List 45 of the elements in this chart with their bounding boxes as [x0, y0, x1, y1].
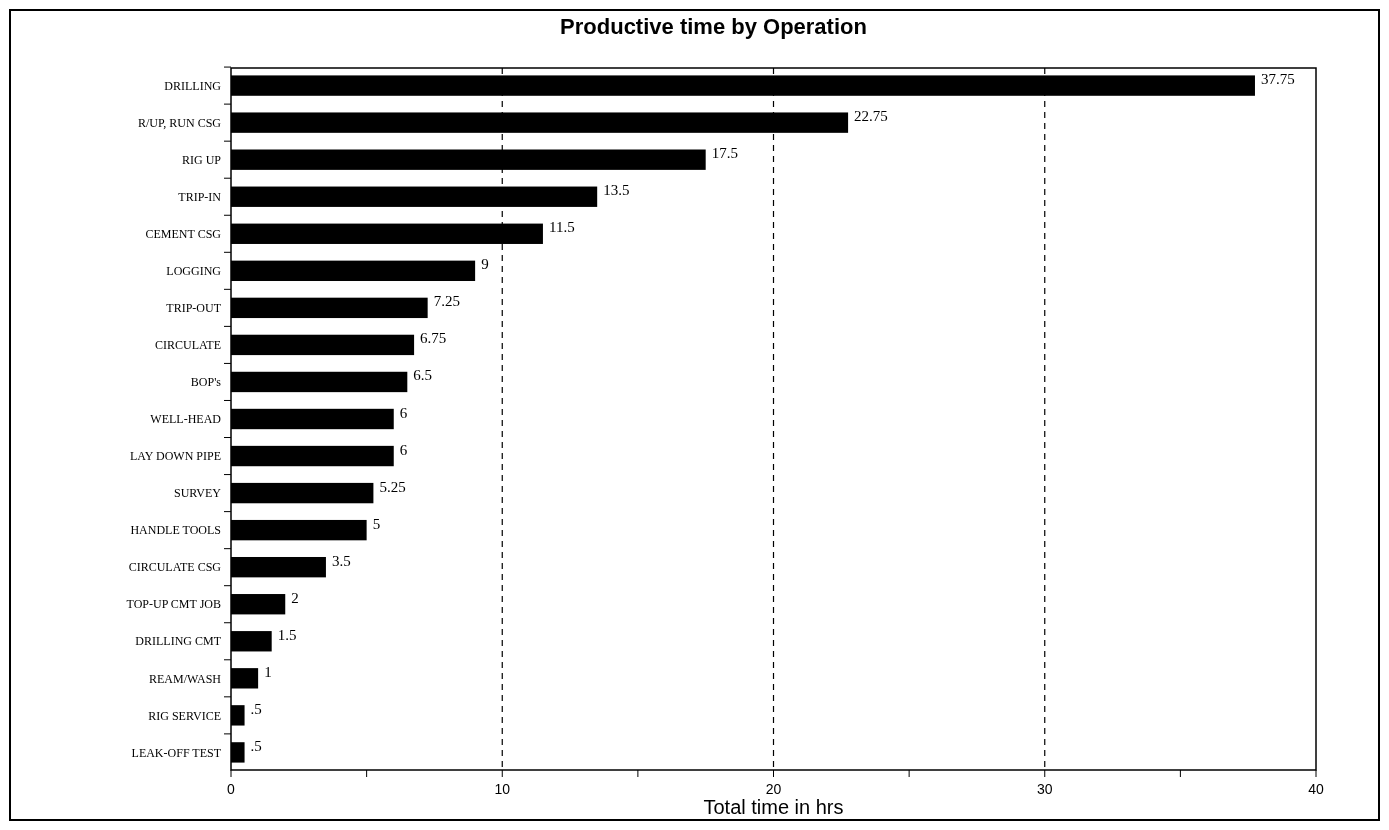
x-axis-title: Total time in hrs — [703, 796, 844, 818]
y-tick-label: TRIP-OUT — [166, 301, 222, 316]
data-label: 2 — [291, 589, 299, 606]
data-label: 1.5 — [277, 626, 297, 643]
y-tick-label: DRILLING — [164, 78, 222, 93]
data-label: 17.5 — [711, 145, 738, 162]
y-tick-label: CIRCULATE — [155, 338, 221, 353]
y-tick-label: RIG SERVICE — [148, 708, 221, 723]
data-label: 6.5 — [413, 367, 433, 384]
data-label: 6 — [399, 441, 408, 458]
chart-title: Productive time by Operation — [560, 14, 867, 39]
data-label: 3.5 — [331, 552, 351, 569]
data-label: .5 — [250, 700, 262, 717]
y-tick-label: TOP-UP CMT JOB — [126, 597, 221, 612]
data-label: 7.25 — [433, 293, 460, 310]
data-label: 6 — [399, 404, 408, 421]
x-tick-label: 40 — [1308, 781, 1324, 797]
data-label: 5 — [372, 515, 381, 532]
y-tick-label: REAM/WASH — [148, 671, 222, 686]
x-tick-label: 20 — [765, 781, 782, 797]
data-label: 22.75 — [854, 108, 888, 125]
data-label: 11.5 — [548, 219, 575, 236]
y-tick-label: LAY DOWN PIPE — [129, 449, 221, 464]
y-tick-label: CEMENT CSG — [145, 226, 222, 241]
x-tick-label: 10 — [494, 781, 511, 797]
y-tick-label: CIRCULATE CSG — [128, 560, 222, 575]
x-tick-label: 0 — [227, 781, 236, 797]
y-tick-label: TRIP-IN — [178, 189, 222, 204]
data-label: 37.75 — [1260, 71, 1295, 88]
data-label: .5 — [250, 737, 262, 754]
y-tick-label: DRILLING CMT — [135, 634, 222, 649]
y-tick-label: HANDLE TOOLS — [130, 523, 221, 538]
y-tick-label: RIG UP — [181, 152, 222, 167]
y-tick-label: LEAK-OFF TEST — [131, 745, 222, 760]
data-label: 13.5 — [603, 182, 630, 199]
data-label: 1 — [264, 663, 272, 680]
y-tick-label: R/UP, RUN CSG — [137, 115, 222, 130]
x-tick-label: 30 — [1036, 781, 1053, 797]
y-tick-label: SURVEY — [173, 486, 222, 501]
data-label: 6.75 — [420, 330, 447, 347]
data-label: 5.25 — [379, 478, 406, 495]
data-label: 9 — [481, 256, 489, 273]
y-tick-label: LOGGING — [166, 264, 222, 279]
y-tick-label: BOP's — [190, 375, 222, 390]
y-tick-label: WELL-HEAD — [150, 412, 222, 427]
